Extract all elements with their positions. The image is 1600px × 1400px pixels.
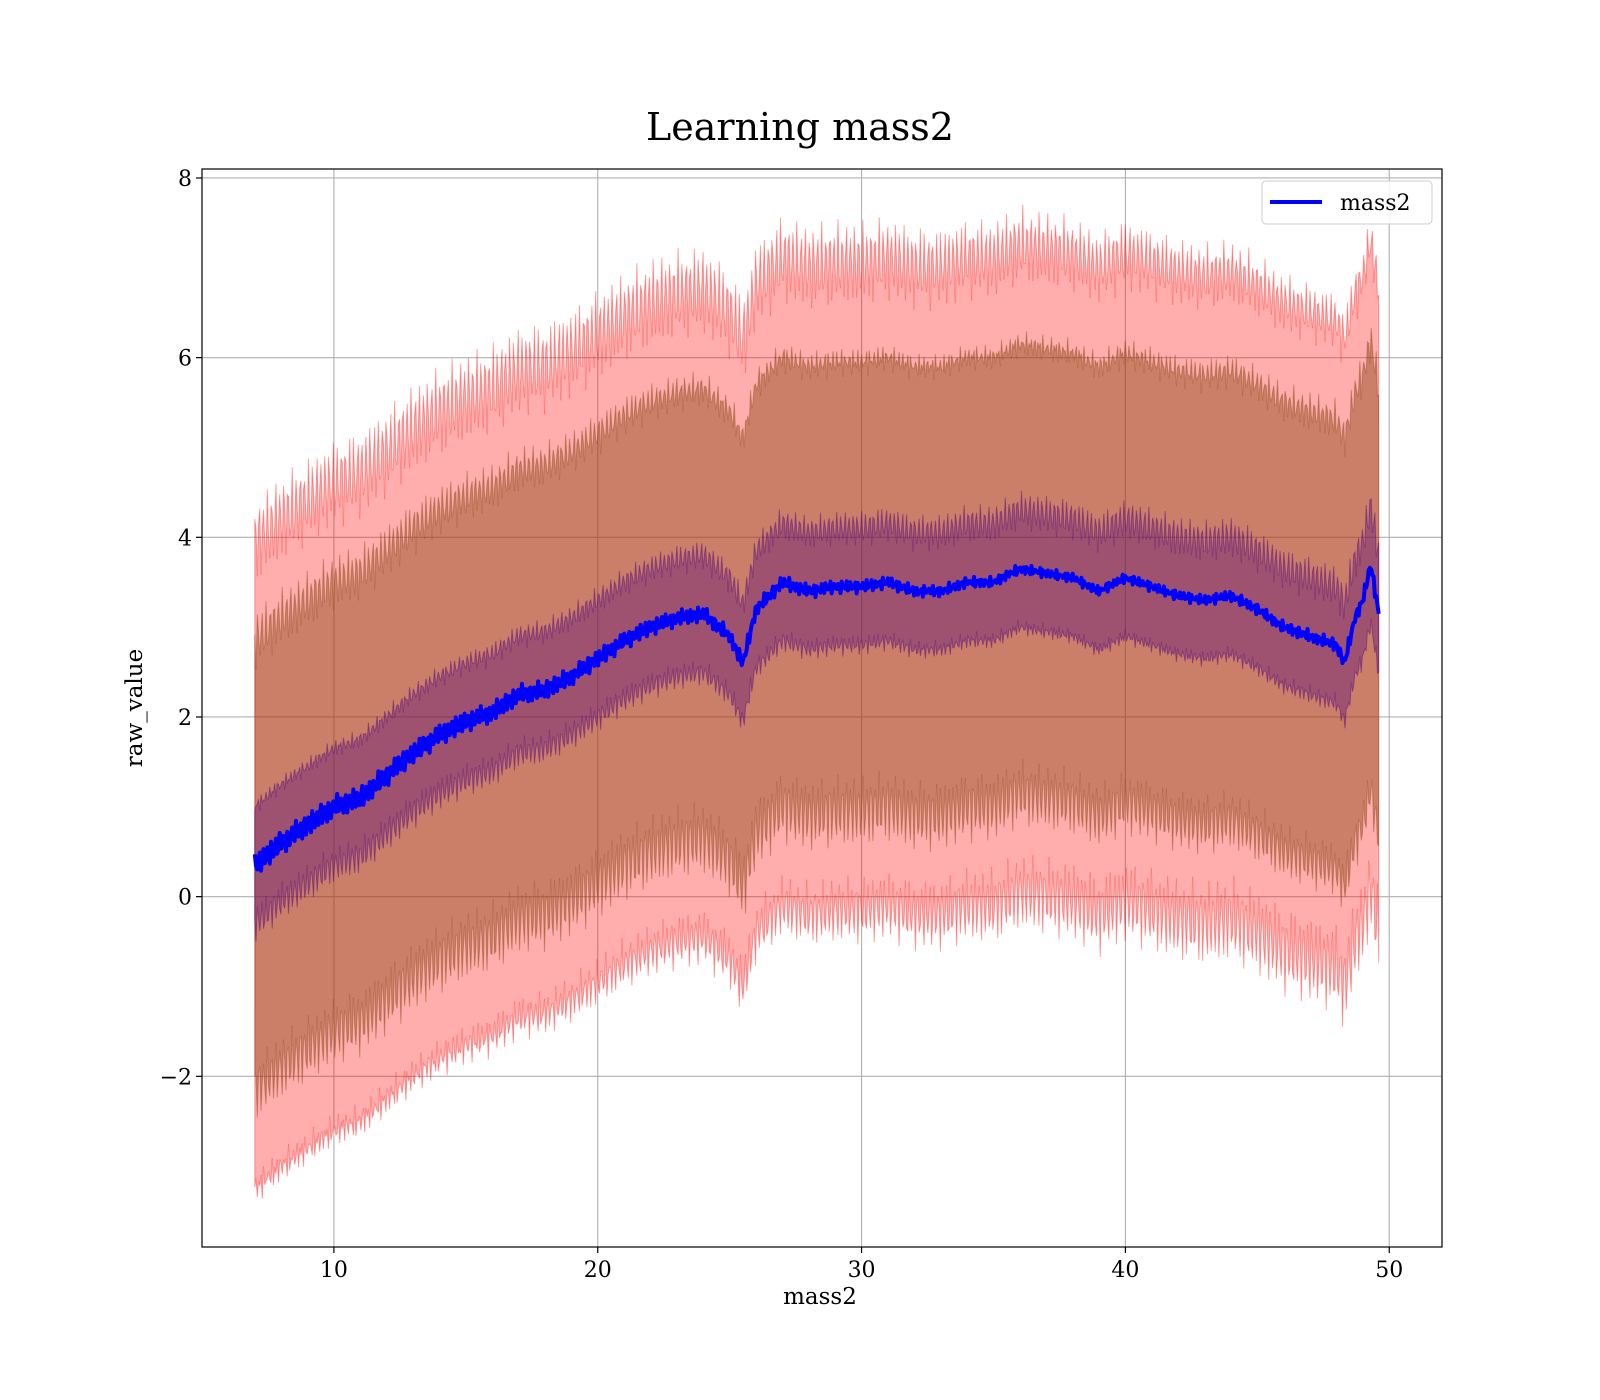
grid xyxy=(202,169,1442,1247)
y-tick-label-2: 2 xyxy=(178,706,192,731)
series-lines xyxy=(252,564,1381,873)
x-tick-label-3: 40 xyxy=(1111,1258,1139,1283)
y-tick-label-3: 4 xyxy=(178,526,192,551)
x-axis-label: mass2 xyxy=(783,1284,857,1310)
uncertainty-bands xyxy=(254,204,1380,1199)
x-tick-label-2: 30 xyxy=(848,1258,876,1283)
y-axis-ticks: −2 0 2 4 6 8 xyxy=(160,167,202,1090)
chart-title: Learning mass2 xyxy=(646,105,954,149)
y-axis-label: raw_value xyxy=(122,649,148,767)
plot-frame xyxy=(201,168,1443,1248)
x-tick-label-1: 20 xyxy=(584,1258,612,1283)
y-tick-label-1: 0 xyxy=(178,886,192,911)
y-tick-label-4: 6 xyxy=(178,347,192,372)
legend-label: mass2 xyxy=(1340,191,1411,216)
legend-box xyxy=(1261,180,1433,225)
band-middle xyxy=(254,328,1380,1118)
band-outer xyxy=(254,204,1380,1199)
x-tick-label-0: 10 xyxy=(320,1258,348,1283)
y-tick-label-5: 8 xyxy=(178,167,192,192)
x-axis-ticks: 10 20 30 40 50 xyxy=(320,1247,1403,1283)
x-tick-label-4: 50 xyxy=(1375,1258,1403,1283)
legend: mass2 xyxy=(1261,180,1433,225)
series-line-mass2 xyxy=(252,564,1381,873)
band-inner xyxy=(254,490,1380,942)
y-tick-label-0: −2 xyxy=(160,1065,192,1090)
